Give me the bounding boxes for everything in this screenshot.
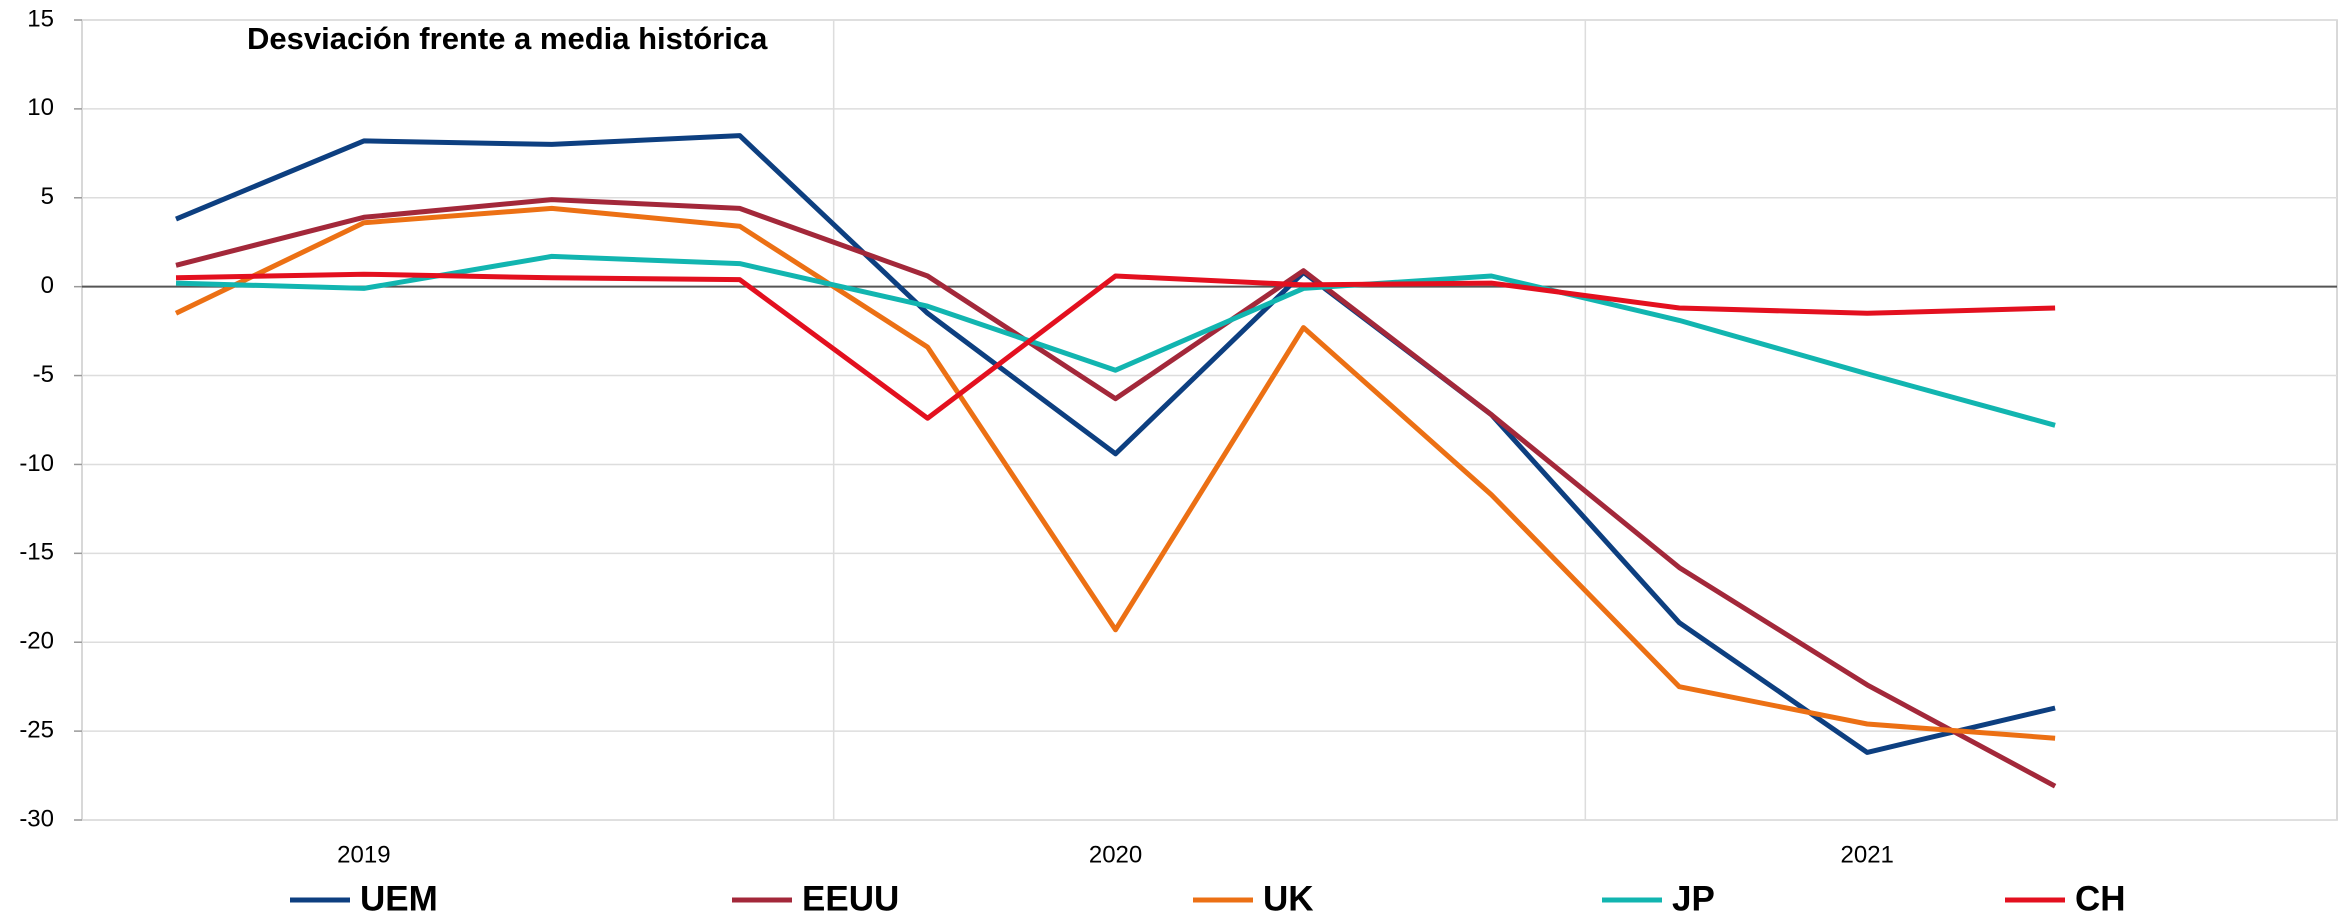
legend-label: EEUU — [802, 879, 899, 918]
y-tick-label: -10 — [19, 450, 54, 477]
series-line — [174, 205, 2056, 741]
y-tick-label: -15 — [19, 539, 54, 566]
legend-label: CH — [2075, 879, 2126, 918]
y-tick-label: -5 — [33, 361, 54, 388]
y-tick-label: -25 — [19, 716, 54, 743]
series-line — [175, 253, 2056, 428]
y-tick-label: -30 — [19, 805, 54, 832]
legend-label: UEM — [360, 879, 438, 918]
series-line — [175, 197, 2057, 789]
legend-label: JP — [1672, 879, 1715, 918]
x-tick-label: 2020 — [1089, 841, 1142, 868]
y-tick-label: 15 — [27, 5, 54, 32]
chart-title: Desviación frente a media histórica — [247, 21, 768, 56]
x-tick-label: 2019 — [337, 841, 390, 868]
y-tick-label: -20 — [19, 628, 54, 655]
series-line — [175, 133, 2056, 755]
series-line — [175, 271, 2056, 421]
y-tick-label: 5 — [41, 183, 54, 210]
legend-label: UK — [1263, 879, 1314, 918]
y-tick-label: 10 — [27, 94, 54, 121]
y-tick-label: 0 — [41, 272, 54, 299]
x-tick-label: 2021 — [1841, 841, 1894, 868]
